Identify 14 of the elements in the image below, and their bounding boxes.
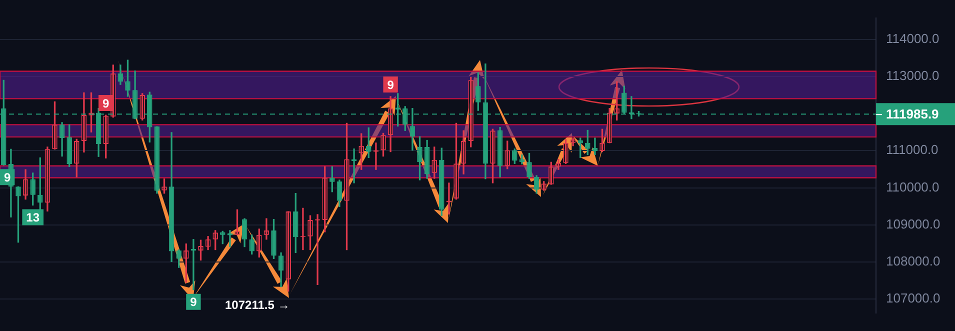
y-tick-label: 111000.0 <box>886 142 938 158</box>
y-tick-label: 114000.0 <box>886 30 940 46</box>
y-tick-label: 110000.0 <box>886 179 940 194</box>
y-tick-label: 108000.0 <box>886 254 940 269</box>
text: 9 <box>102 96 110 110</box>
ref-line-label: 111985.9 <box>886 106 939 122</box>
text: 13 <box>26 210 40 225</box>
y-tick-label: 113000.0 <box>886 68 940 84</box>
y-tick-label: 109000.0 <box>886 216 940 232</box>
text: 9 <box>190 295 197 310</box>
text: 9 <box>4 170 11 184</box>
text: 9 <box>387 78 394 92</box>
annotation: 107211.5 → <box>225 298 290 312</box>
y-tick-label: 107000.0 <box>886 290 940 306</box>
